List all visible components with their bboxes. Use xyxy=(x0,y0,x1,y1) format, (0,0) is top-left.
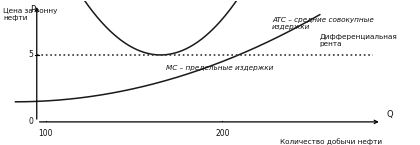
Text: Количество добычи нефти: Количество добычи нефти xyxy=(280,138,382,145)
Text: 5: 5 xyxy=(29,50,33,59)
Text: Цена за тонну
нефти: Цена за тонну нефти xyxy=(3,8,58,21)
Text: 100: 100 xyxy=(38,129,53,138)
Text: ATC – средние совокупные
издержки: ATC – средние совокупные издержки xyxy=(272,17,374,30)
Text: 200: 200 xyxy=(215,129,230,138)
Text: 0: 0 xyxy=(29,117,33,126)
Text: P: P xyxy=(30,5,35,14)
Text: Q: Q xyxy=(387,110,394,119)
Text: MC – предельные издержки: MC – предельные издержки xyxy=(166,65,273,71)
Text: Дифференциальная
рента: Дифференциальная рента xyxy=(320,34,397,47)
